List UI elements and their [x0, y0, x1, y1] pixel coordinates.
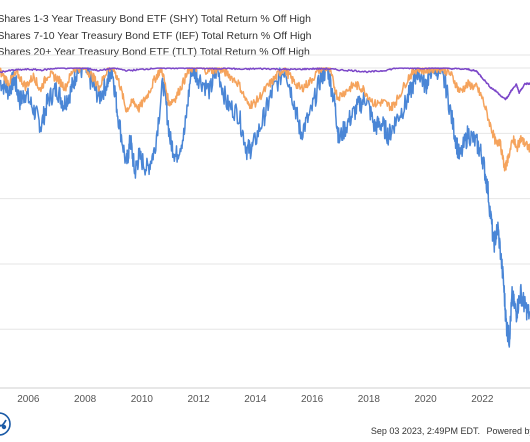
series-line-shy: [0, 67, 530, 101]
x-tick-label: 2022: [471, 394, 494, 405]
x-tick-label: 2012: [187, 394, 210, 405]
x-tick-label: 2014: [244, 394, 267, 405]
chart-footer: Sep 03 2023, 2:49PM EDT. Powered by: [371, 426, 530, 436]
x-tick-label: 2006: [17, 394, 40, 405]
x-tick-label: 2020: [414, 394, 437, 405]
x-tick-label: 2008: [74, 394, 97, 405]
x-tick-label: 2010: [131, 394, 154, 405]
x-tick-label: 2018: [358, 394, 381, 405]
series-line-tlt: [0, 67, 530, 348]
legend-item-ief[interactable]: iShares 7-10 Year Treasury Bond ETF (IEF…: [0, 28, 312, 45]
ycharts-logo-icon: [0, 412, 11, 436]
legend-label-shy: iShares 1-3 Year Treasury Bond ETF (SHY)…: [0, 13, 311, 26]
ycharts-logo[interactable]: [0, 411, 12, 437]
footer-date: Sep 03 2023, 2:49PM EDT.: [370, 426, 480, 436]
footer-powered-by[interactable]: Powered by: [486, 426, 530, 436]
legend-item-shy[interactable]: iShares 1-3 Year Treasury Bond ETF (SHY)…: [0, 11, 312, 28]
x-tick-label: 2016: [301, 394, 324, 405]
series-line-ief: [0, 67, 530, 172]
legend-label-ief: iShares 7-10 Year Treasury Bond ETF (IEF…: [0, 29, 312, 42]
